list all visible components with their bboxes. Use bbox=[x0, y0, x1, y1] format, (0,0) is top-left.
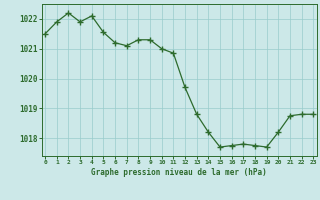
X-axis label: Graphe pression niveau de la mer (hPa): Graphe pression niveau de la mer (hPa) bbox=[91, 168, 267, 177]
